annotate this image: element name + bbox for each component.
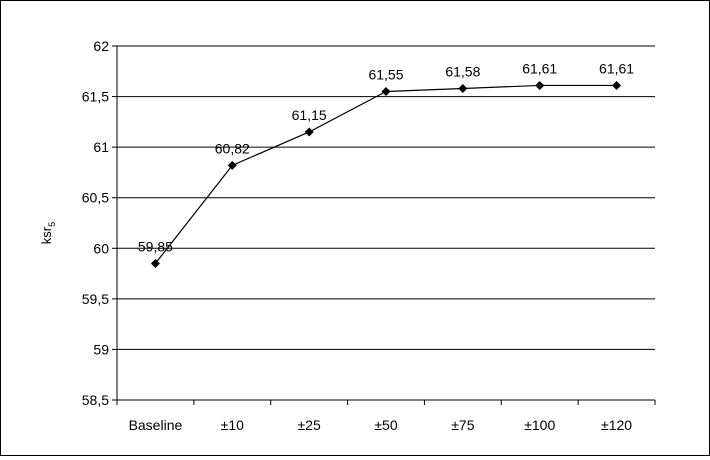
data-label: 60,82 [215,140,250,156]
axes [112,45,656,405]
data-point-marker [612,80,622,90]
data-point-marker [150,258,160,268]
x-tick-label: ±120 [601,417,632,433]
y-tick-label: 60 [93,240,109,256]
data-point-marker [381,87,391,97]
y-tick-label: 62 [93,38,109,54]
x-tick-label: ±100 [524,417,555,433]
data-point-marker [304,127,314,137]
data-point-marker [227,160,237,170]
data-labels: 59,85 60,82 61,15 61,55 61,58 61,61 61,61 [138,60,634,254]
data-point-marker [458,83,468,93]
data-label: 61,61 [522,60,557,76]
y-axis-label-text: ksr [39,226,54,244]
x-tick-label: Baseline [129,417,183,433]
y-tick-labels: 58,5 59 59,5 60 60,5 61 61,5 62 [82,38,109,408]
x-tick-label: ±75 [451,417,474,433]
data-point-marker [535,80,545,90]
series-line-group [150,80,622,268]
x-tick-label: ±10 [221,417,244,433]
y-tick-label: 61,5 [82,89,109,105]
y-tick-label: 58,5 [82,392,109,408]
x-tick-label: ±25 [298,417,321,433]
x-tick-label: ±50 [374,417,397,433]
y-axis-label-subscript: 5 [47,222,57,227]
data-label: 61,58 [445,63,480,79]
data-label: 61,15 [292,107,327,123]
y-tick-label: 59 [93,341,109,357]
y-tick-label: 59,5 [82,291,109,307]
data-label: 61,61 [599,60,634,76]
y-axis-label: ksr5 [39,222,57,244]
x-tick-labels: Baseline ±10 ±25 ±50 ±75 ±100 ±120 [129,417,633,433]
y-tick-label: 61 [93,139,109,155]
series-line [154,84,617,264]
data-label: 61,55 [368,67,403,83]
y-tick-label: 60,5 [82,190,109,206]
data-label: 59,85 [138,238,173,254]
